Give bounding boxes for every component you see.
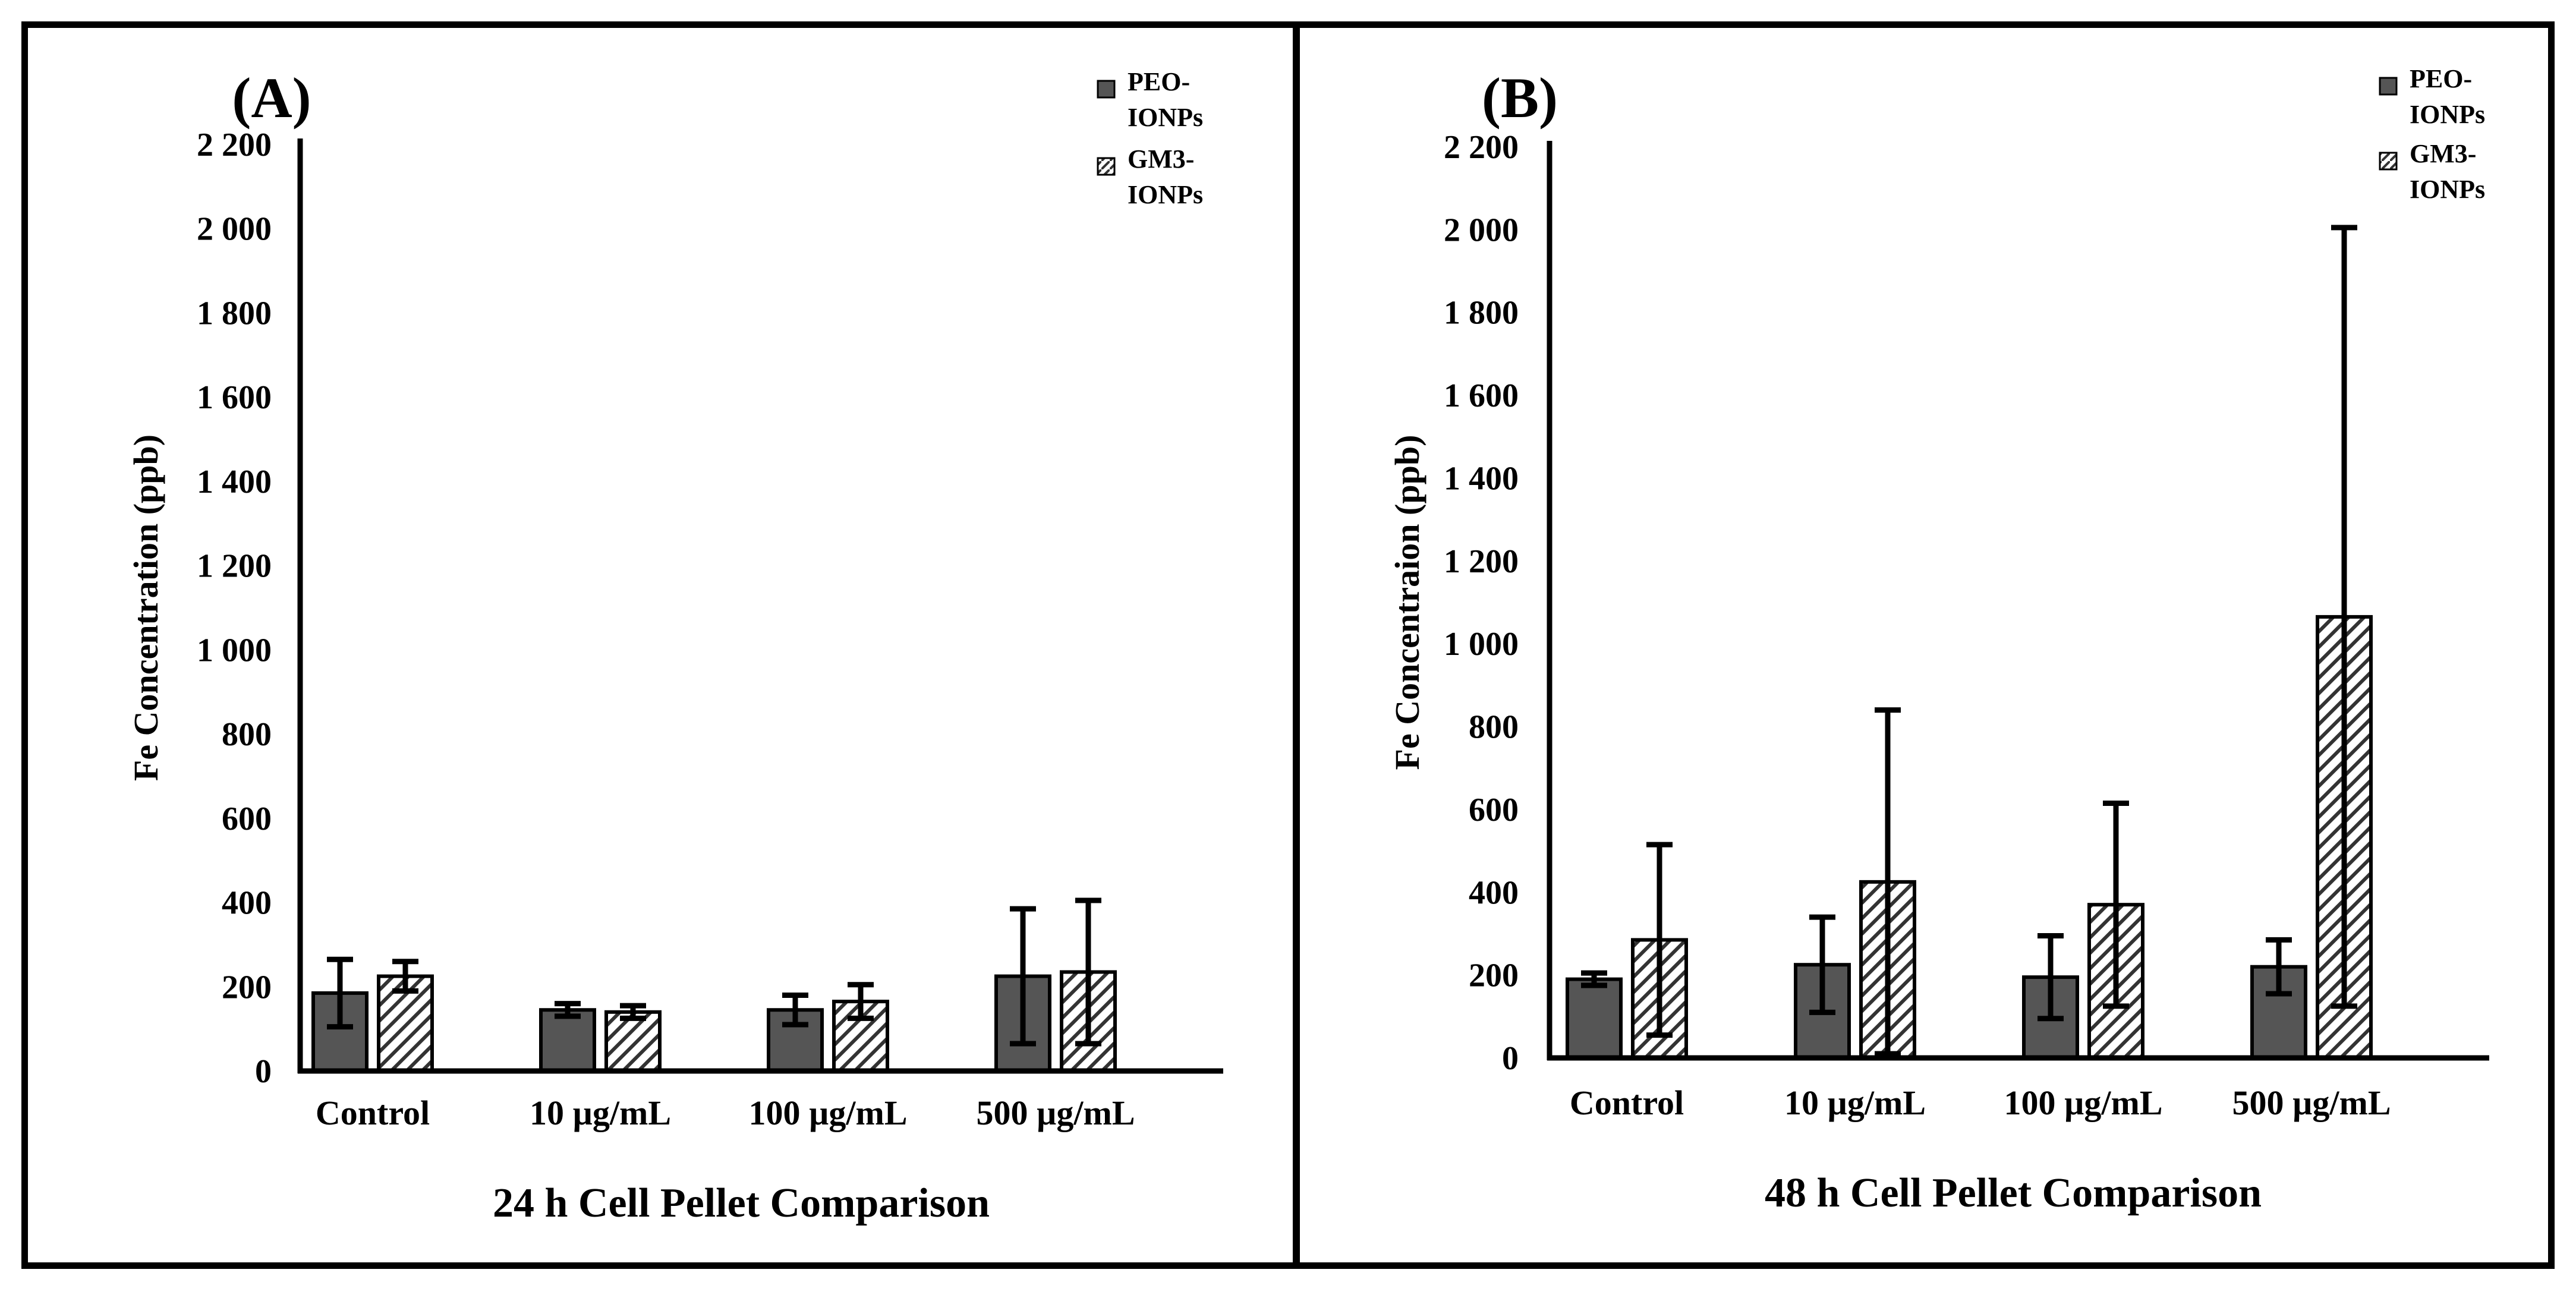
chart-b-x-tick-label: Control [1570,1083,1684,1122]
chart-b-bar-peo-1 [1566,977,1623,1060]
chart-a-y-tick-label: 800 [222,716,272,753]
chart-b-y-tick-label: 2 200 [1444,129,1519,166]
chart-a-y-tick-label: 400 [222,885,272,922]
chart-a-legend-label-peo-1: PEO- [1128,67,1190,96]
chart-a-panel-label: (A) [232,66,311,130]
chart-a-legend-label-gm3-2: IONPs [1128,180,1203,209]
chart-a-x-tick-label: Control [316,1094,430,1132]
chart-b-x-tick-label: 100 µg/mL [2004,1083,2162,1122]
chart-b-legend-label-peo-1: PEO- [2410,64,2472,93]
chart-b-y-tick-label: 1 400 [1444,460,1519,497]
chart-b-y-tick-label: 1 600 [1444,377,1519,414]
chart-b-y-tick-label: 1 200 [1444,543,1519,580]
chart-a-bar-peo-2 [539,1008,596,1073]
chart-a-y-tick-label: 1 800 [197,295,272,332]
chart-a-legend-swatch-gm3 [1097,157,1116,176]
chart-b-y-tick-label: 200 [1469,957,1519,994]
chart-a-y-tick-label: 1 000 [197,632,272,669]
chart-panel-a: (A) 0 200 400 600 800 1 000 1 200 1 400 1 600 1 80… [21,21,1299,1269]
chart-b-y-tick-label: 800 [1469,709,1519,746]
chart-b-y-tick-label: 1 800 [1444,295,1519,332]
chart-b-y-axis-title: Fe Concentraion (ppb) [1388,435,1426,770]
chart-b-y-tick-label: 0 [1502,1040,1519,1077]
chart-a-y-tick-label: 600 [222,801,272,837]
chart-b-panel-label: (B) [1482,66,1558,130]
chart-a-legend-label-peo-2: IONPs [1128,103,1203,132]
chart-b-legend-swatch-peo [2379,77,2398,96]
chart-panel-b: (B) 0 200 400 600 800 1 000 1 200 1 400 1 600 1 80… [1293,21,2555,1269]
chart-a-y-tick-label: 1 600 [197,379,272,416]
chart-a-x-tick-label: 500 µg/mL [976,1094,1135,1132]
chart-a-x-axis-title: 24 h Cell Pellet Comparison [493,1180,990,1226]
chart-a-y-tick-label: 1 200 [197,548,272,585]
chart-a-y-tick-label: 1 400 [197,464,272,500]
chart-a-y-tick-label: 2 000 [197,211,272,248]
chart-a-svg: (A) 0 200 400 600 800 1 000 1 200 1 400 1 600 1 80… [127,66,1223,1226]
chart-b-legend-label-peo-2: IONPs [2410,100,2485,129]
chart-a-legend-swatch-peo [1097,80,1116,99]
chart-b-y-tick-label: 600 [1469,792,1519,829]
chart-b-legend-label-gm3-2: IONPs [2410,175,2485,204]
chart-b-y-tick-label: 1 000 [1444,626,1519,663]
chart-b-x-tick-label: 10 µg/mL [1784,1083,1926,1122]
chart-a-x-tick-label: 10 µg/mL [530,1094,671,1132]
chart-a-x-tick-label: 100 µg/mL [748,1094,907,1132]
chart-a-y-tick-label: 2 200 [197,127,272,163]
chart-a-y-tick-label: 200 [222,969,272,1006]
chart-b-svg: (B) 0 200 400 600 800 1 000 1 200 1 400 1 600 1 80… [1388,64,2489,1216]
chart-a-legend-label-gm3-1: GM3- [1128,144,1194,174]
chart-b-y-tick-label: 400 [1469,874,1519,911]
chart-a-y-axis-title: Fe Concentration (ppb) [127,434,165,781]
chart-a-y-tick-label: 0 [255,1053,272,1090]
chart-b-legend-label-gm3-1: GM3- [2410,139,2476,168]
chart-b-x-tick-label: 500 µg/mL [2232,1083,2391,1122]
chart-b-y-tick-label: 2 000 [1444,212,1519,248]
chart-b-bar-peo-4 [2250,965,2307,1060]
chart-b-legend-swatch-gm3 [2379,152,2398,171]
chart-b-x-axis-title: 48 h Cell Pellet Comparison [1765,1170,2262,1216]
